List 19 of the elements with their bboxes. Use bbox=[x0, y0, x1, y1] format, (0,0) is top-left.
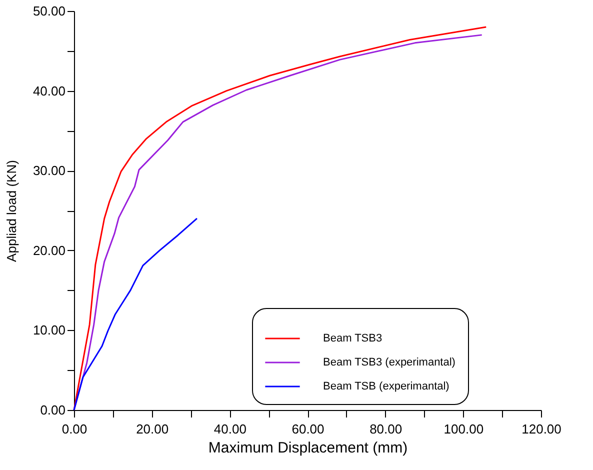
y-tick-label: 30.00 bbox=[32, 163, 66, 178]
line-series bbox=[73, 218, 198, 411]
y-tick-label: 20.00 bbox=[32, 242, 66, 258]
legend-label: Beam TSB3 (experimantal) bbox=[323, 356, 456, 368]
legend-label: Beam TSB3 bbox=[323, 332, 382, 344]
x-tick-label: 60.00 bbox=[292, 422, 324, 436]
x-tick-label: 100.00 bbox=[444, 422, 484, 436]
x-tick-label: 120.00 bbox=[522, 422, 562, 436]
y-tick-label: 0.00 bbox=[40, 402, 66, 418]
x-tick-label: 80.00 bbox=[370, 422, 402, 436]
legend-label: Beam TSB (experimantal) bbox=[323, 380, 450, 392]
y-axis-title: Appliad load (KN) bbox=[4, 160, 19, 262]
y-tick-label: 10.00 bbox=[32, 322, 66, 338]
y-tick-label: 40.00 bbox=[32, 83, 66, 98]
x-tick-label: 0.00 bbox=[62, 422, 88, 436]
x-axis-title: Maximum Displacement (mm) bbox=[208, 440, 408, 456]
x-tick-label: 20.00 bbox=[136, 422, 169, 436]
y-tick-label: 50.00 bbox=[32, 4, 66, 18]
x-tick-label: 40.00 bbox=[214, 422, 246, 436]
